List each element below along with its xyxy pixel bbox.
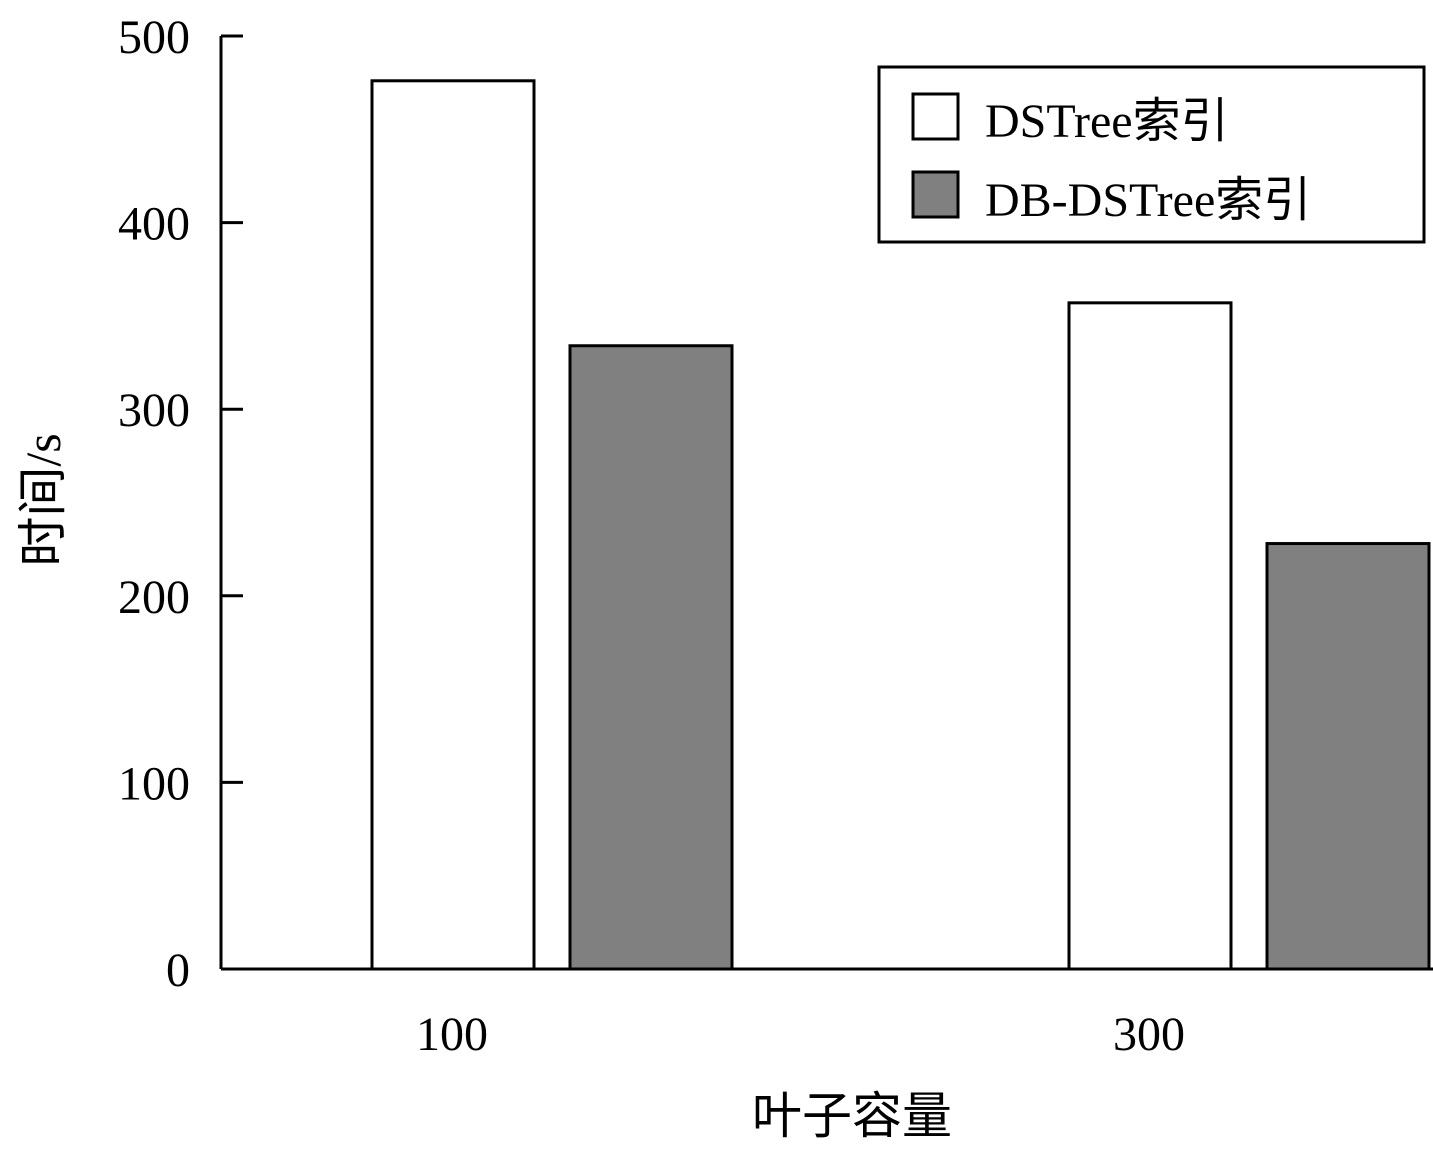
bar-db-dstree-300 [1265,542,1431,971]
y-tick-label-100: 100 [118,757,190,810]
x-tick-labels: 100 300 [416,1008,1185,1061]
y-tick-label-300: 300 [118,384,190,437]
y-tick-label-0: 0 [166,944,190,997]
bar-db-dstree-100 [568,344,734,971]
legend-swatch-db-dstree [911,170,960,219]
y-axis-title: 时间/s [15,433,71,566]
legend-box [877,65,1426,244]
bar-dstree-100 [370,79,536,971]
legend-label-dstree: DSTree索引 [985,95,1229,148]
y-ticks: 0 100 200 300 400 500 [118,11,243,997]
bars-layer [370,79,1431,971]
axes-layer [219,36,1433,971]
legend-label-db-dstree: DB-DSTree索引 [985,174,1311,227]
y-tick-label-200: 200 [118,571,190,624]
x-axis-title: 叶子容量 [752,1088,952,1144]
legend-swatch-dstree [911,92,960,141]
bar-dstree-300 [1067,301,1233,971]
x-tick-label-300: 300 [1113,1008,1185,1061]
legend: DSTree索引 DB-DSTree索引 [877,65,1426,244]
x-tick-label-100: 100 [416,1008,488,1061]
y-tick-label-400: 400 [118,198,190,251]
y-tick-label-500: 500 [118,11,190,64]
